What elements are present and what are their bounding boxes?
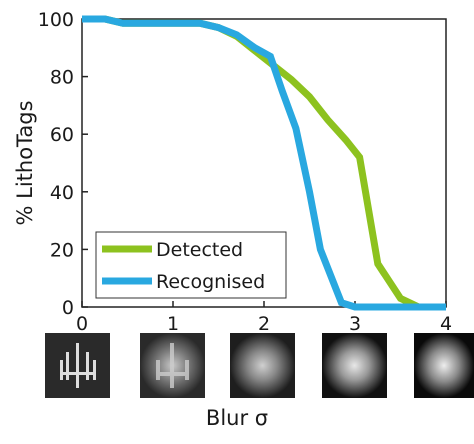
x-tick-label: 2 — [258, 313, 270, 335]
y-tick-label: 20 — [50, 239, 74, 261]
legend-label: Recognised — [156, 271, 265, 293]
y-tick-label: 40 — [50, 182, 74, 204]
thumbnail — [414, 333, 474, 398]
x-tick-label: 4 — [440, 313, 452, 335]
y-tick-label: 100 — [38, 9, 74, 31]
thumbnail — [322, 333, 387, 398]
chart: Blur σ % LithoTags 0 20 40 60 80 100 0 1 2 3 4 Dete… — [0, 0, 474, 440]
y-tick-label: 60 — [50, 124, 74, 146]
legend-label: Detected — [156, 239, 243, 261]
x-tick-label: 0 — [76, 313, 88, 335]
y-tick-label: 0 — [62, 297, 74, 319]
y-tick-label: 80 — [50, 67, 74, 89]
blur-thumbnails — [45, 333, 474, 398]
thumbnail — [230, 333, 295, 398]
y-axis-label: % LithoTags — [13, 100, 37, 225]
x-axis-label: Blur σ — [206, 406, 268, 430]
x-tick-label: 1 — [167, 313, 179, 335]
x-tick-label: 3 — [349, 313, 361, 335]
